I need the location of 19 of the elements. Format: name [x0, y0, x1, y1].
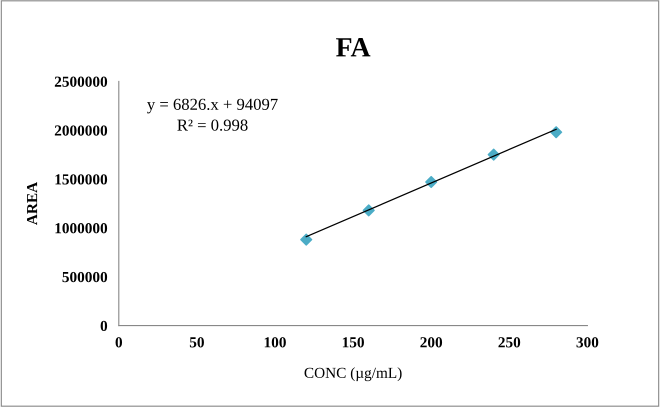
x-tick-label: 0	[116, 337, 122, 348]
x-axis-title: CONC (µg/mL)	[304, 367, 402, 382]
y-tick-label: 0	[100, 320, 108, 332]
x-tick-label: 150	[342, 337, 364, 348]
x-tick-label: 200	[420, 337, 442, 348]
y-tick-label: 2000000	[54, 125, 108, 136]
x-tick-label: 300	[576, 337, 598, 348]
point	[300, 234, 312, 246]
annotation: y = 6826.x + 94097	[147, 98, 278, 114]
y-axis-title: AREA	[26, 182, 38, 225]
x-tick-label: 100	[264, 337, 286, 348]
y-tick-label: 500000	[62, 272, 108, 282]
y-tick-label: 1000000	[55, 223, 108, 234]
y-tick-label: 1500000	[55, 174, 108, 185]
x-tick-label: 50	[190, 337, 204, 348]
chart-title: FA	[336, 38, 370, 56]
annotation: R² = 0.998	[177, 120, 248, 131]
x-tick-label: 250	[498, 337, 520, 348]
y-tick-label: 2500000	[54, 76, 108, 87]
